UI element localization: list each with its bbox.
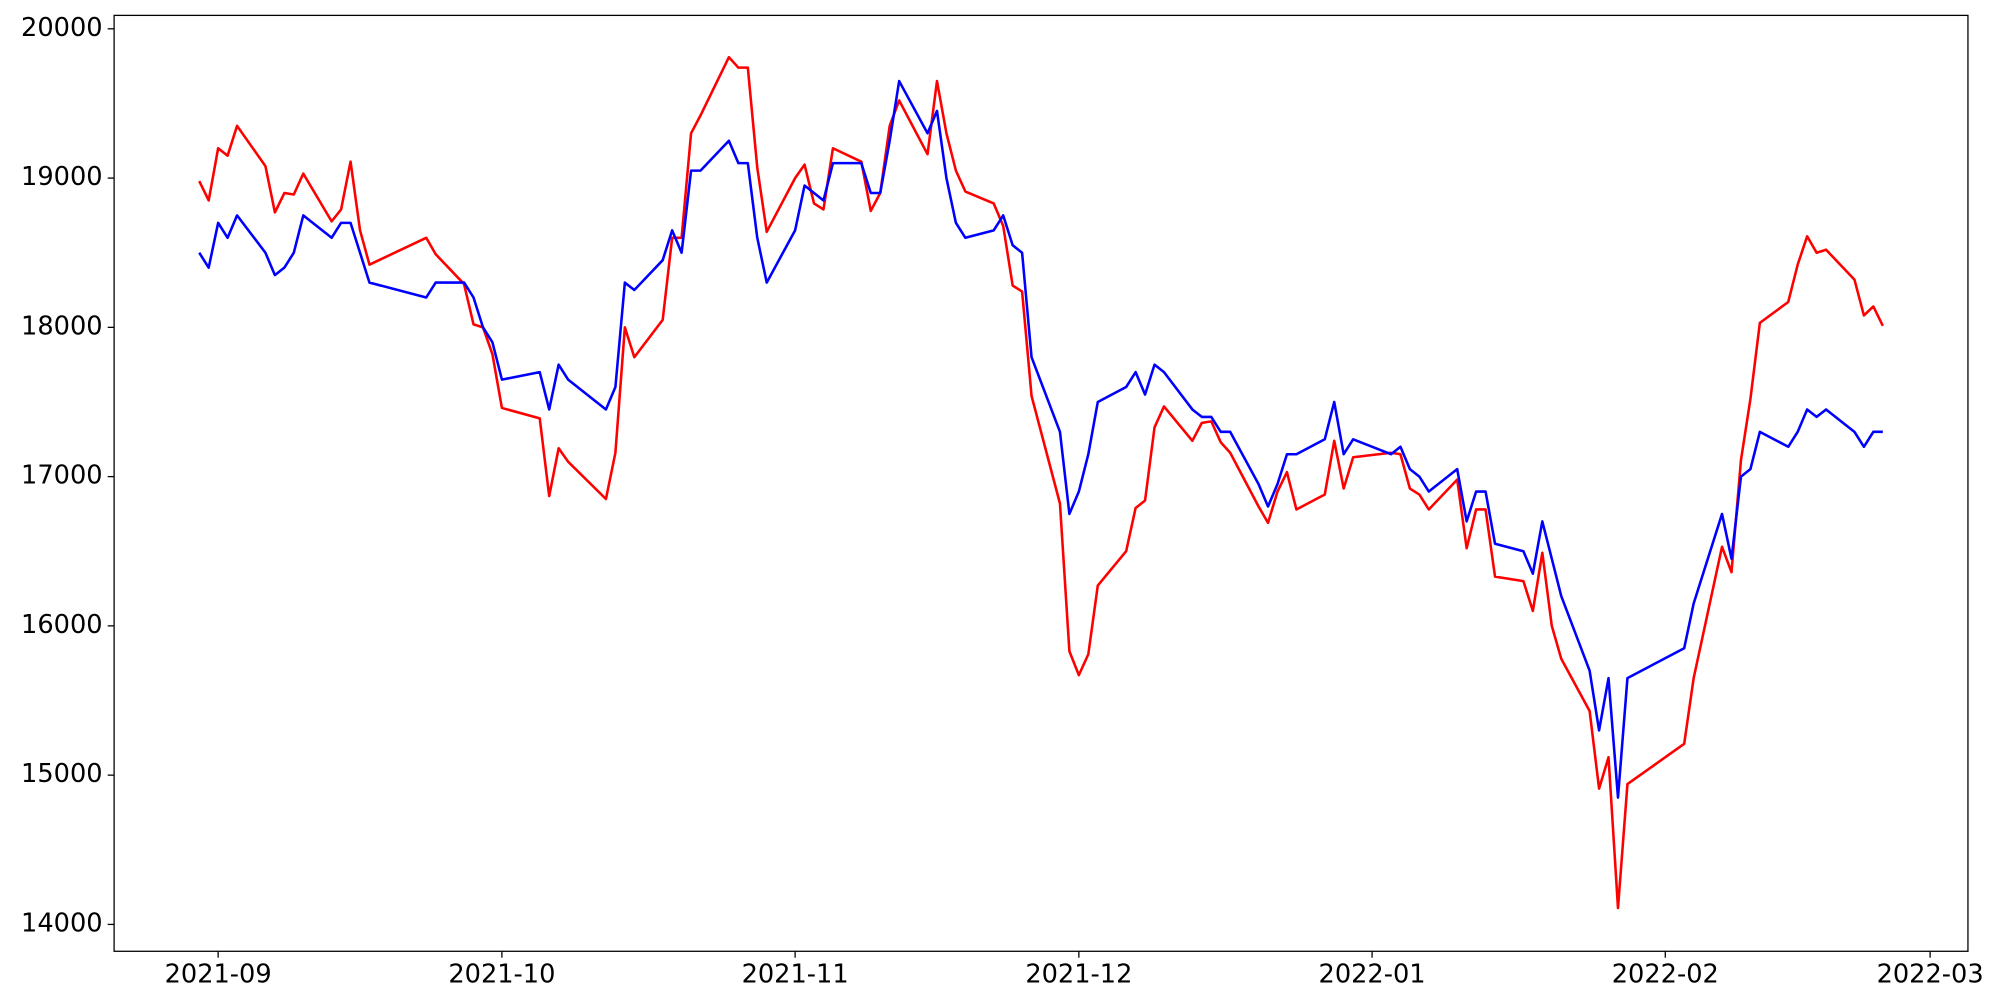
x-tick-label: 2021-10: [448, 960, 555, 990]
y-tick-label: 19000: [21, 162, 103, 192]
series-line: [198, 79, 1883, 799]
x-tick-label: 2022-01: [1319, 960, 1426, 990]
x-tick-label: 2021-11: [742, 960, 849, 990]
y-tick-label: 15000: [21, 759, 103, 789]
series-line: [198, 55, 1884, 910]
y-tick-label: 18000: [21, 311, 103, 341]
y-tick-label: 20000: [21, 13, 103, 43]
x-tick-label: 2021-12: [1025, 960, 1132, 990]
y-tick-label: 17000: [21, 461, 103, 491]
plot-frame: [113, 14, 1969, 952]
y-tick-label: 14000: [21, 908, 103, 938]
x-tick-label: 2021-09: [165, 960, 272, 990]
y-tick-label: 16000: [21, 610, 103, 640]
x-tick-label: 2022-02: [1612, 960, 1719, 990]
x-tick-label: 2022-03: [1877, 960, 1984, 990]
